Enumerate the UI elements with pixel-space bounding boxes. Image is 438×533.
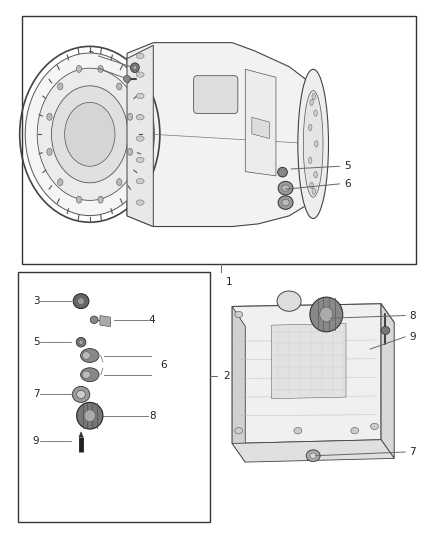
Ellipse shape [136,200,144,205]
Text: 4: 4 [88,63,94,73]
Ellipse shape [58,179,63,185]
Text: 3: 3 [33,296,39,306]
Polygon shape [232,304,394,326]
Ellipse shape [235,311,243,318]
Ellipse shape [117,179,122,185]
Text: 5: 5 [344,161,350,171]
Ellipse shape [306,450,320,462]
Ellipse shape [84,410,95,422]
Ellipse shape [81,368,99,382]
Ellipse shape [131,63,139,72]
Ellipse shape [314,141,318,147]
Ellipse shape [310,182,313,189]
Ellipse shape [76,337,86,347]
Ellipse shape [47,148,52,155]
Text: 2: 2 [223,371,230,381]
Ellipse shape [77,402,103,429]
Ellipse shape [371,423,378,430]
Ellipse shape [351,427,359,434]
Ellipse shape [136,72,144,77]
Text: 5: 5 [33,337,39,347]
Ellipse shape [51,86,128,183]
Ellipse shape [136,179,144,184]
Ellipse shape [136,157,144,163]
Polygon shape [232,306,245,462]
Ellipse shape [282,199,290,206]
Ellipse shape [282,185,290,191]
Ellipse shape [133,66,137,70]
Ellipse shape [312,93,315,100]
Ellipse shape [235,427,243,434]
Ellipse shape [124,76,131,83]
Ellipse shape [136,93,144,99]
Polygon shape [127,43,315,227]
Ellipse shape [81,349,99,362]
Ellipse shape [90,316,98,324]
Text: 8: 8 [410,311,416,320]
Text: 4: 4 [149,315,155,325]
Ellipse shape [77,390,85,399]
Ellipse shape [277,291,301,311]
Ellipse shape [312,188,315,195]
Polygon shape [381,304,394,458]
Text: 7: 7 [33,390,39,399]
Ellipse shape [98,66,103,72]
Text: 6: 6 [160,360,166,370]
Ellipse shape [98,196,103,203]
Ellipse shape [79,340,83,344]
Text: 6: 6 [344,179,350,189]
Text: 1: 1 [226,277,232,287]
Text: 3: 3 [88,51,94,61]
Ellipse shape [76,196,81,203]
Polygon shape [232,440,394,462]
Polygon shape [127,45,153,227]
Ellipse shape [58,83,63,90]
Polygon shape [79,432,83,437]
Ellipse shape [37,68,142,200]
Ellipse shape [73,294,89,309]
Polygon shape [245,69,276,176]
Ellipse shape [76,66,81,72]
Ellipse shape [308,157,312,164]
Ellipse shape [278,167,287,177]
Ellipse shape [25,53,154,215]
Ellipse shape [136,53,144,59]
Ellipse shape [310,453,316,458]
FancyBboxPatch shape [194,76,238,114]
Ellipse shape [127,148,133,155]
Ellipse shape [47,114,52,120]
Ellipse shape [82,352,90,359]
Ellipse shape [82,371,90,378]
Polygon shape [252,117,269,139]
Ellipse shape [320,307,333,322]
Ellipse shape [294,427,302,434]
Text: 7: 7 [410,447,416,457]
Ellipse shape [381,326,390,335]
Ellipse shape [303,91,323,197]
Ellipse shape [298,69,328,219]
Ellipse shape [314,110,318,116]
Ellipse shape [310,297,343,332]
Text: 8: 8 [149,411,155,421]
Ellipse shape [308,124,312,131]
Ellipse shape [136,115,144,120]
Ellipse shape [310,99,313,106]
Ellipse shape [136,136,144,141]
Text: 9: 9 [33,437,39,446]
Ellipse shape [117,83,122,90]
Ellipse shape [314,172,318,178]
Ellipse shape [278,181,293,195]
Ellipse shape [72,386,90,402]
Ellipse shape [78,297,85,305]
Ellipse shape [278,196,293,209]
Polygon shape [100,316,110,327]
Text: 9: 9 [410,332,416,342]
Polygon shape [232,304,381,443]
Polygon shape [272,324,346,399]
Ellipse shape [64,102,115,166]
Ellipse shape [127,114,133,120]
